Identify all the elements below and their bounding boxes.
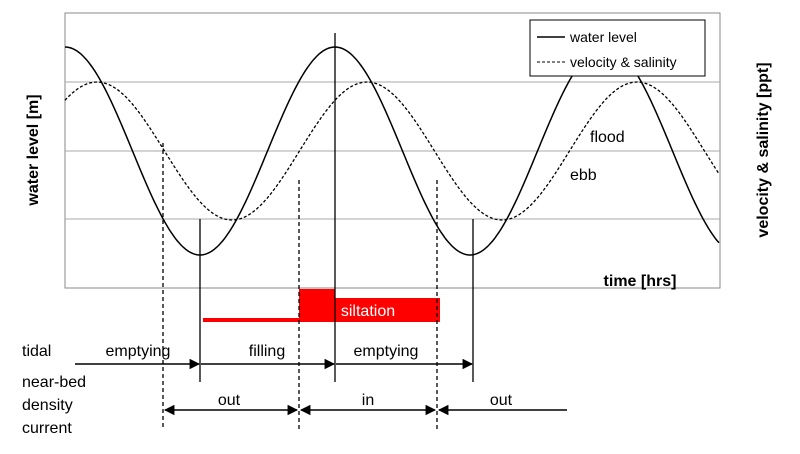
siltation-label: siltation (341, 303, 395, 320)
y-axis-label: water level [m] (25, 94, 42, 206)
phase-label: emptying (106, 343, 171, 360)
row-label: near-bed (22, 374, 86, 391)
velocity-curve (64, 81, 720, 221)
curve-label: flood (590, 129, 625, 146)
curve-label: ebb (570, 167, 597, 184)
phase-label: out (490, 392, 513, 409)
x-axis-label: time [hrs] (604, 273, 677, 290)
siltation-bar (335, 298, 440, 322)
phase-label: emptying (354, 343, 419, 360)
siltation-bar (299, 289, 335, 322)
legend (529, 19, 706, 77)
phase-label: filling (249, 343, 285, 360)
row-label: density (22, 397, 73, 414)
y2-axis-label: velocity & salinity [ppt] (755, 62, 772, 237)
legend-label: velocity & salinity (570, 54, 677, 70)
row-label: tidal (22, 343, 51, 360)
phase-label: out (218, 392, 241, 409)
grid (65, 81, 720, 220)
row-label: current (22, 420, 72, 437)
arrows (75, 358, 567, 416)
legend-label: water level (569, 29, 637, 45)
phase-label: in (362, 392, 374, 409)
phase-lines (162, 33, 474, 430)
siltation-bar (203, 318, 299, 322)
